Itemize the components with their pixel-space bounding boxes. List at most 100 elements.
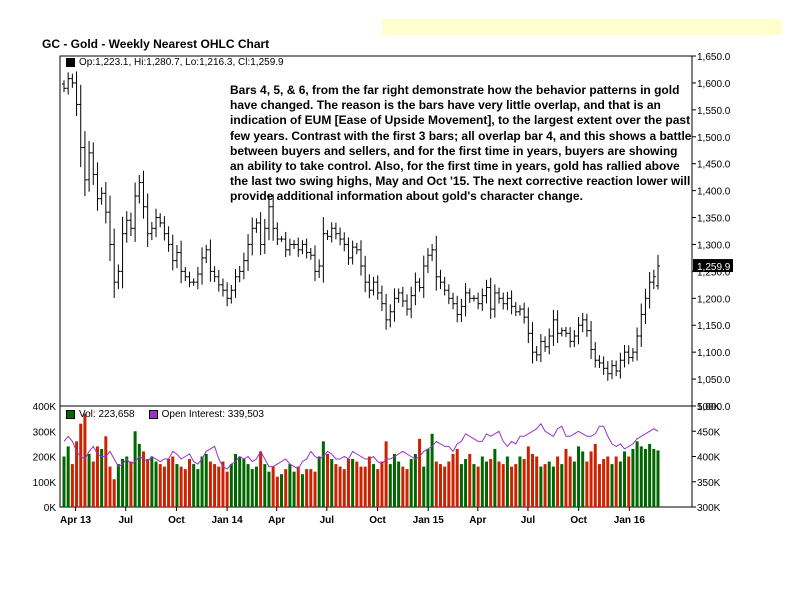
volume-bar	[321, 441, 325, 507]
ohlc-bar	[618, 352, 623, 379]
ohlc-bar	[283, 231, 288, 258]
ohlc-bar	[614, 360, 619, 377]
price-axis-tick-label: 1,400.0	[697, 187, 731, 198]
volume-bar	[627, 456, 631, 507]
ohlc-bar	[183, 266, 188, 282]
x-axis-tick-label: Oct	[570, 515, 587, 526]
price-legend: Op:1,223.1, Hi:1,280.7, Lo:1,216.3, Cl:1…	[66, 57, 284, 68]
ohlc-bar	[384, 293, 389, 330]
volume-bar	[631, 448, 635, 507]
volume-bar	[359, 466, 363, 507]
volume-bar	[129, 461, 133, 507]
volume-bar	[95, 446, 99, 507]
ohlc-bar	[463, 282, 468, 317]
x-axis-tick-label: Jan 15	[413, 515, 445, 526]
ohlc-bar	[405, 294, 410, 316]
ohlc-bar	[568, 327, 573, 348]
ohlc-bar	[116, 264, 121, 290]
ohlc-bar	[480, 288, 485, 311]
volume-bar	[635, 441, 639, 507]
volume-bar	[116, 464, 120, 507]
volume-bar	[518, 456, 522, 507]
ohlc-bar	[471, 295, 476, 302]
ohlc-bar	[488, 277, 493, 319]
volume-bar	[141, 451, 145, 507]
volume-bar	[589, 451, 593, 507]
ohlc-bar	[622, 344, 627, 368]
ohlc-bar	[292, 239, 297, 249]
volume-bar	[254, 466, 258, 507]
price-axis-tick-label: 1,650.0	[697, 52, 731, 63]
ohlc-bar	[262, 218, 267, 254]
volume-bar	[426, 448, 430, 507]
volume-bar	[108, 466, 112, 507]
ohlc-bar	[580, 312, 585, 333]
volume-bar	[100, 448, 104, 507]
ohlc-bar	[296, 237, 301, 257]
volume-bar	[484, 461, 488, 507]
ohlc-bar	[141, 170, 146, 219]
ohlc-bar	[279, 236, 284, 242]
x-axis-tick-label: Apr 13	[60, 515, 92, 526]
ohlc-bar	[70, 73, 75, 88]
ohlc-bar	[526, 307, 531, 344]
ohlc-bar	[651, 269, 656, 290]
x-axis-tick-label: Jul	[118, 515, 133, 526]
volume-bar	[75, 441, 79, 507]
volume-bar	[455, 448, 459, 507]
ohlc-bar	[656, 254, 660, 290]
volume-bar	[309, 469, 313, 507]
ohlc-bar	[647, 271, 652, 309]
volume-bar	[338, 466, 342, 507]
volume-bar	[539, 466, 543, 507]
volume-bar	[242, 459, 246, 507]
price-legend-swatch	[66, 58, 75, 67]
ohlc-bar	[501, 292, 506, 310]
x-axis-tick-label: Jul	[320, 515, 335, 526]
ohlc-bar	[220, 278, 225, 297]
volume-bar	[292, 471, 296, 507]
ohlc-bar	[241, 252, 246, 280]
volume-bar	[121, 459, 125, 507]
volume-bar	[443, 466, 447, 507]
volume-bar	[493, 448, 497, 507]
volume-bar	[317, 456, 321, 507]
volume-bar	[418, 438, 422, 507]
price-axis-tick-label: 1,500.0	[697, 133, 731, 144]
volume-bar	[355, 461, 359, 507]
ohlc-bar	[338, 227, 343, 246]
volume-bar	[208, 461, 212, 507]
chart-title: GC - Gold - Weekly Nearest OHLC Chart	[42, 37, 270, 51]
volume-bar	[70, 464, 74, 507]
volume-bar	[384, 441, 388, 507]
volume-bar	[146, 459, 150, 507]
ohlc-bar	[392, 288, 397, 322]
volume-bar	[643, 448, 647, 507]
volume-bar	[137, 443, 141, 507]
volume-bar	[187, 459, 191, 507]
ohlc-bar	[208, 239, 213, 282]
ohlc-bar	[467, 288, 472, 303]
ohlc-bar	[145, 193, 150, 248]
volume-bar	[204, 453, 208, 507]
ohlc-bar	[421, 255, 426, 298]
ohlc-bar	[576, 316, 581, 345]
volume-bar	[409, 459, 413, 507]
ohlc-bar	[120, 216, 125, 289]
volume-bar	[196, 469, 200, 507]
volume-bar	[246, 464, 250, 507]
ohlc-bar	[547, 328, 552, 355]
volume-bar	[476, 466, 480, 507]
ohlc-bar	[639, 303, 644, 347]
volume-bar	[104, 436, 108, 507]
ohlc-bar	[559, 327, 564, 337]
volume-bar	[300, 474, 304, 507]
ohlc-bar	[643, 288, 648, 325]
ohlc-bar	[534, 345, 539, 362]
ohlc-bar	[517, 305, 522, 316]
volume-bar	[225, 471, 229, 507]
ohlc-bar	[584, 313, 589, 337]
oi-axis-tick-label: 350K	[697, 478, 721, 489]
ohlc-bar	[522, 302, 527, 324]
ohlc-bar	[266, 194, 271, 241]
